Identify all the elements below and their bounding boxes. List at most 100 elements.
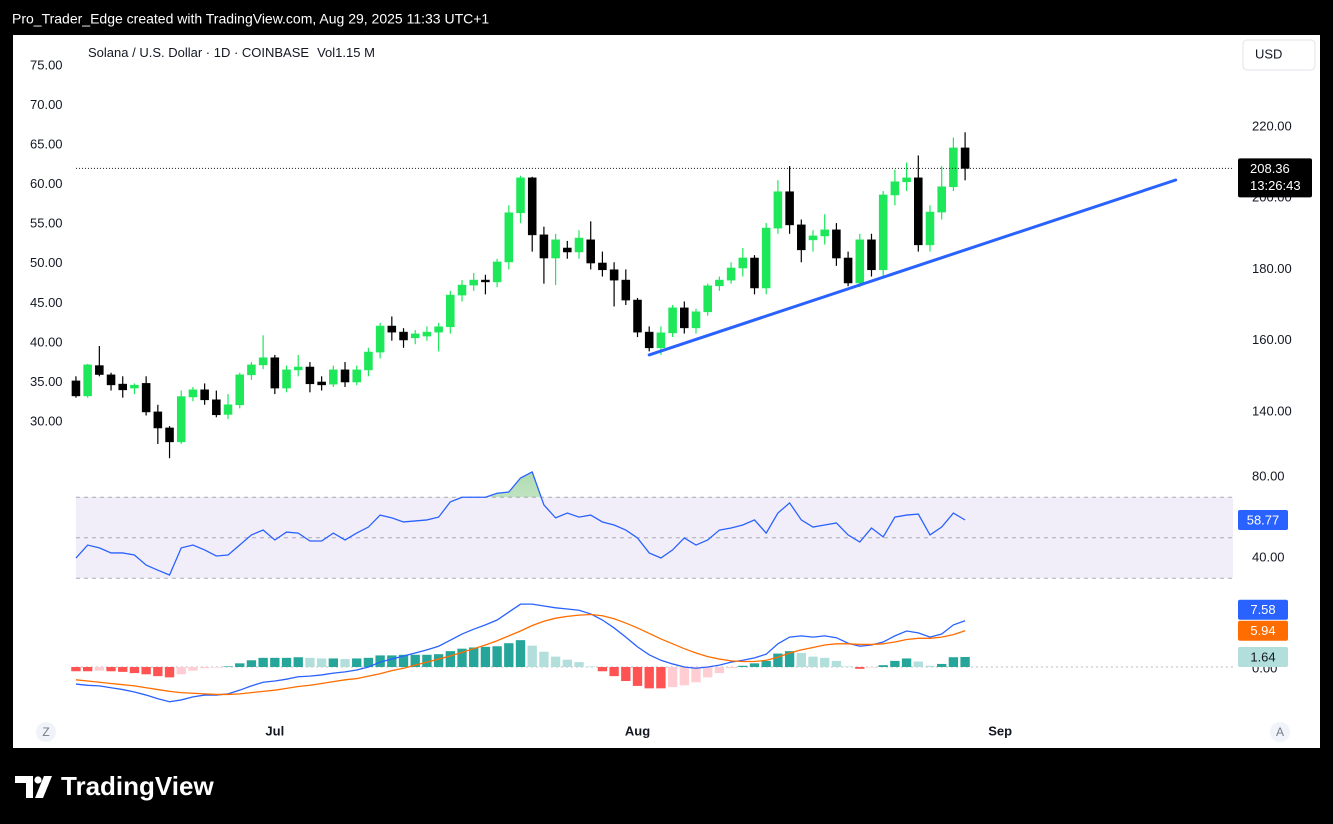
candle-body [305, 366, 315, 385]
macd-histogram-bar [784, 651, 795, 667]
macd-histogram-bar [656, 666, 666, 689]
macd-histogram-bar [422, 654, 432, 667]
macd-histogram-bar [913, 661, 923, 667]
candle-body [516, 177, 525, 214]
candle-body [247, 364, 256, 376]
y-tick-label: 40.00 [1252, 549, 1285, 564]
macd-histogram-bar [773, 653, 783, 667]
candle-body [715, 279, 724, 287]
macd-histogram-bar [316, 658, 327, 667]
currency-button-frame[interactable] [1242, 39, 1316, 71]
candle-body [574, 237, 584, 253]
candle-body [293, 366, 303, 371]
axes: 220.00200.00180.00160.00140.0075.0070.00… [30, 57, 1312, 738]
rsi-line [75, 471, 966, 576]
candle-body [668, 307, 677, 334]
macd-histogram-bar [621, 666, 631, 682]
y-tick-label: 220.00 [1252, 118, 1292, 133]
macd-histogram-bar [375, 655, 385, 667]
macd-histogram-bar [714, 666, 725, 674]
macd-histogram-bar [960, 656, 970, 667]
candle-body [375, 325, 385, 353]
macd-histogram-bar [539, 651, 549, 667]
macd-histogram-bar [71, 666, 81, 672]
macd-histogram-bar [199, 666, 210, 669]
macd-histogram-bar [878, 665, 888, 667]
logo-dot [34, 776, 42, 784]
x-tick-label: Aug [625, 723, 650, 738]
candle-body [820, 229, 829, 237]
rsi-last-value: 58.77 [1247, 512, 1280, 527]
auto-button[interactable]: A [1270, 722, 1290, 742]
macd-histogram-bar [574, 662, 584, 667]
macd-histogram-bar [281, 657, 292, 667]
candle-body [773, 191, 783, 229]
last-price-label: 208.36 [1250, 161, 1290, 176]
macd-histogram-bar [644, 666, 654, 689]
zoom-button[interactable]: Z [36, 722, 56, 742]
candle-body [130, 384, 139, 389]
auto-button-label[interactable]: A [1276, 725, 1284, 739]
zoom-button-circle[interactable] [36, 722, 56, 742]
macd-histogram-bar [305, 657, 315, 667]
y2-tick-label: 35.00 [30, 374, 63, 389]
last-price-box [1238, 158, 1312, 198]
macd-histogram-bar [504, 643, 514, 667]
candle-body [761, 227, 771, 289]
y-tick-label: 80.00 [1252, 468, 1285, 483]
auto-button-circle[interactable] [1270, 722, 1290, 742]
y2-tick-label: 50.00 [30, 255, 63, 270]
candle-body [551, 239, 560, 259]
macd-histogram-bar [328, 658, 339, 667]
currency-button[interactable]: USD [1242, 39, 1316, 71]
macd-histogram-bar [749, 663, 760, 667]
macd-histogram-bar [188, 666, 198, 671]
macd-histogram-bar [223, 666, 233, 667]
candle-body [422, 331, 432, 337]
candle-body [481, 279, 490, 283]
y2-tick-label: 65.00 [30, 137, 63, 152]
candle-body [410, 333, 420, 339]
candle-body [317, 381, 326, 386]
macd-histogram-bar [363, 657, 374, 667]
y2-tick-label: 45.00 [30, 295, 63, 310]
candle-body [937, 186, 946, 213]
macd-histogram-bar [492, 646, 502, 667]
candle-body [188, 389, 198, 398]
macd-histogram-bar [703, 666, 713, 678]
brand-logo: TradingView [15, 771, 214, 801]
y-tick-label: 160.00 [1252, 332, 1292, 347]
symbol-title: Solana / U.S. Dollar · 1D · COINBASE [88, 45, 309, 60]
y-tick-label: 140.00 [1252, 403, 1292, 418]
signal-last-value-box [1238, 620, 1288, 641]
candle-body [914, 177, 923, 246]
plot-area [71, 132, 1233, 703]
macd-histogram-bar [433, 654, 444, 667]
candle-body [738, 257, 748, 269]
candle-body [141, 383, 151, 413]
macd-histogram-bar [129, 666, 140, 674]
candle-body [340, 369, 350, 383]
candle-body [726, 267, 736, 281]
macd-histogram-bar [820, 657, 830, 667]
macd-histogram-bar [118, 666, 128, 672]
macd-histogram-bar [855, 666, 865, 669]
candle-body [118, 383, 128, 391]
macd-histogram-bar [153, 666, 163, 677]
candle-body [527, 177, 537, 236]
candle-body [446, 294, 455, 328]
logo-slash [35, 776, 52, 798]
macd-histogram-bar [586, 666, 596, 667]
x-tick-label: Jul [265, 723, 284, 738]
candle-body [200, 389, 209, 401]
macd-histogram-bar [352, 658, 362, 667]
candle-body [504, 212, 514, 263]
zoom-button-label[interactable]: Z [42, 725, 49, 739]
signal-last-value: 5.94 [1250, 623, 1275, 638]
histogram-last-value: 1.64 [1250, 649, 1275, 664]
candle-body [176, 396, 186, 443]
y2-tick-label: 40.00 [30, 334, 63, 349]
currency-label[interactable]: USD [1255, 46, 1282, 61]
candle-body [843, 257, 853, 284]
